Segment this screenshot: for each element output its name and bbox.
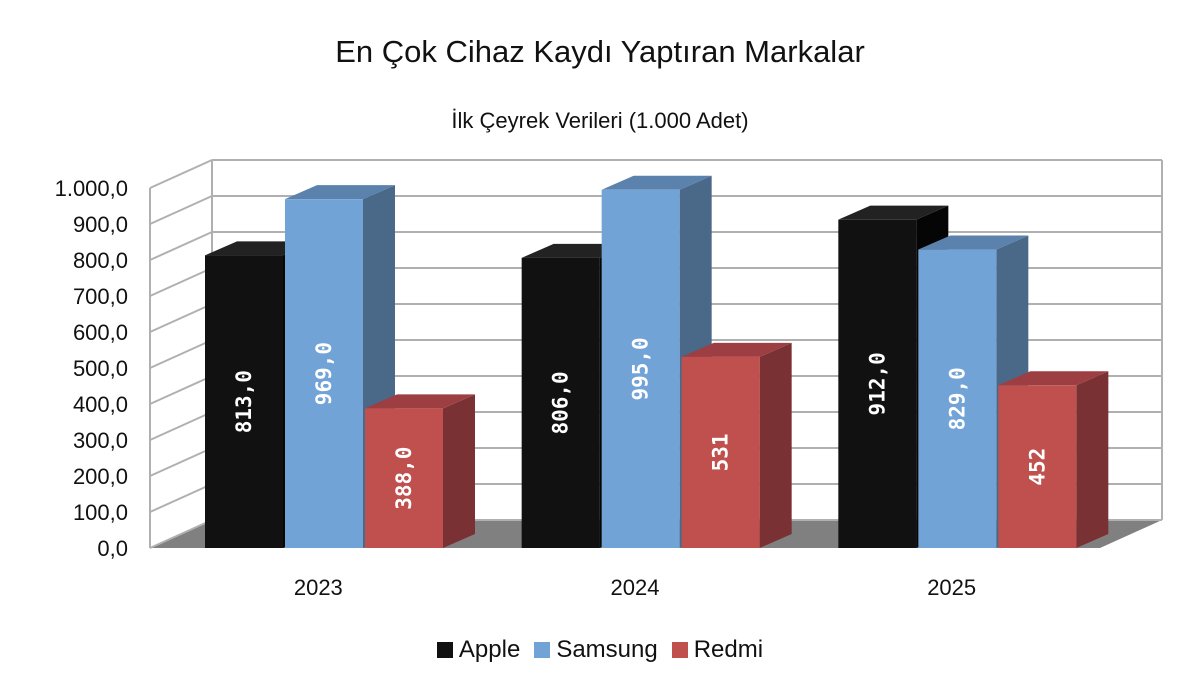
legend-item-redmi: Redmi (671, 636, 764, 664)
bar-redmi-2025: 452 (998, 371, 1109, 548)
legend-item-samsung: Samsung (534, 636, 658, 664)
legend: Apple Samsung Redmi (0, 636, 1200, 664)
legend-label: Samsung (556, 636, 658, 663)
y-tick-label: 400,0 (73, 392, 128, 417)
y-tick-label: 300,0 (73, 428, 128, 453)
y-tick-label: 700,0 (73, 284, 128, 309)
data-label: 813,0 (232, 370, 256, 433)
y-tick-label: 100,0 (73, 500, 128, 525)
data-label: 995,0 (629, 337, 653, 400)
data-label: 531 (709, 433, 733, 471)
bar-redmi-2024: 531 (681, 342, 792, 548)
chart-title: En Çok Cihaz Kaydı Yaptıran Markalar (335, 34, 865, 69)
y-tick-label: 0,0 (97, 536, 128, 561)
data-label: 829,0 (945, 367, 969, 430)
legend-swatch-apple (436, 642, 453, 658)
y-tick-label: 900,0 (73, 212, 128, 237)
data-label: 452 (1025, 448, 1049, 486)
legend-item-apple: Apple (436, 636, 521, 664)
y-tick-label: 200,0 (73, 464, 128, 489)
legend-label: Apple (458, 636, 521, 663)
y-tick-label: 600,0 (73, 320, 128, 345)
y-tick-label: 800,0 (73, 248, 128, 273)
data-label: 912,0 (865, 352, 889, 415)
bar-redmi-2023: 388,0 (365, 394, 475, 548)
legend-swatch-samsung (534, 642, 551, 658)
data-label: 969,0 (312, 342, 336, 405)
data-label: 806,0 (549, 371, 573, 434)
x-tick-label: 2024 (611, 575, 660, 600)
chart-subtitle: İlk Çeyrek Verileri (1.000 Adet) (451, 108, 749, 133)
legend-label: Redmi (693, 636, 764, 663)
x-tick-label: 2023 (294, 575, 343, 600)
y-tick-label: 1.000,0 (55, 176, 128, 201)
legend-swatch-redmi (671, 642, 688, 658)
bar-samsung-2025: 829,0 (918, 235, 1029, 548)
y-tick-label: 500,0 (73, 356, 128, 381)
data-label: 388,0 (392, 447, 416, 510)
x-tick-label: 2025 (927, 575, 976, 600)
